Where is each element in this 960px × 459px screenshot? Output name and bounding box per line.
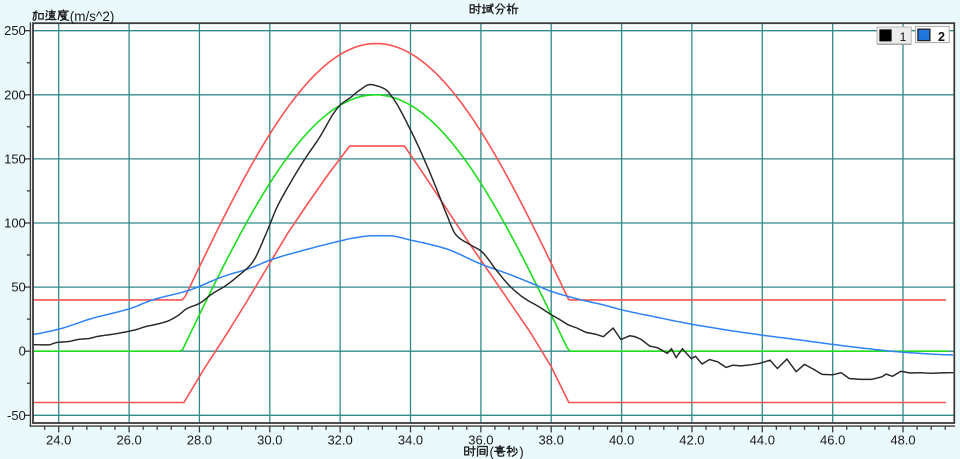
svg-text:0: 0 — [19, 344, 26, 359]
svg-text:46.0: 46.0 — [820, 432, 845, 447]
svg-text:48.0: 48.0 — [890, 432, 915, 447]
svg-text:44.0: 44.0 — [750, 432, 775, 447]
svg-text:30.0: 30.0 — [257, 432, 282, 447]
svg-text:42.0: 42.0 — [679, 432, 704, 447]
svg-text:36.0: 36.0 — [468, 432, 493, 447]
svg-text:2: 2 — [938, 30, 945, 44]
svg-text:(: ( — [490, 444, 495, 459]
svg-text:150: 150 — [4, 151, 26, 166]
svg-text:38.0: 38.0 — [539, 432, 564, 447]
svg-text:28.0: 28.0 — [187, 432, 212, 447]
svg-text:): ) — [519, 444, 524, 459]
svg-text:34.0: 34.0 — [398, 432, 423, 447]
svg-text:250: 250 — [4, 23, 26, 38]
svg-text:(m/s^2): (m/s^2) — [70, 9, 115, 24]
svg-text:50: 50 — [11, 280, 25, 295]
svg-text:32.0: 32.0 — [327, 432, 352, 447]
svg-text:200: 200 — [4, 87, 26, 102]
svg-text:40.0: 40.0 — [609, 432, 634, 447]
svg-text:-50: -50 — [7, 408, 26, 423]
svg-text:100: 100 — [4, 216, 26, 231]
svg-text:24.0: 24.0 — [46, 432, 71, 447]
svg-text:26.0: 26.0 — [116, 432, 141, 447]
svg-text:1: 1 — [900, 30, 907, 44]
